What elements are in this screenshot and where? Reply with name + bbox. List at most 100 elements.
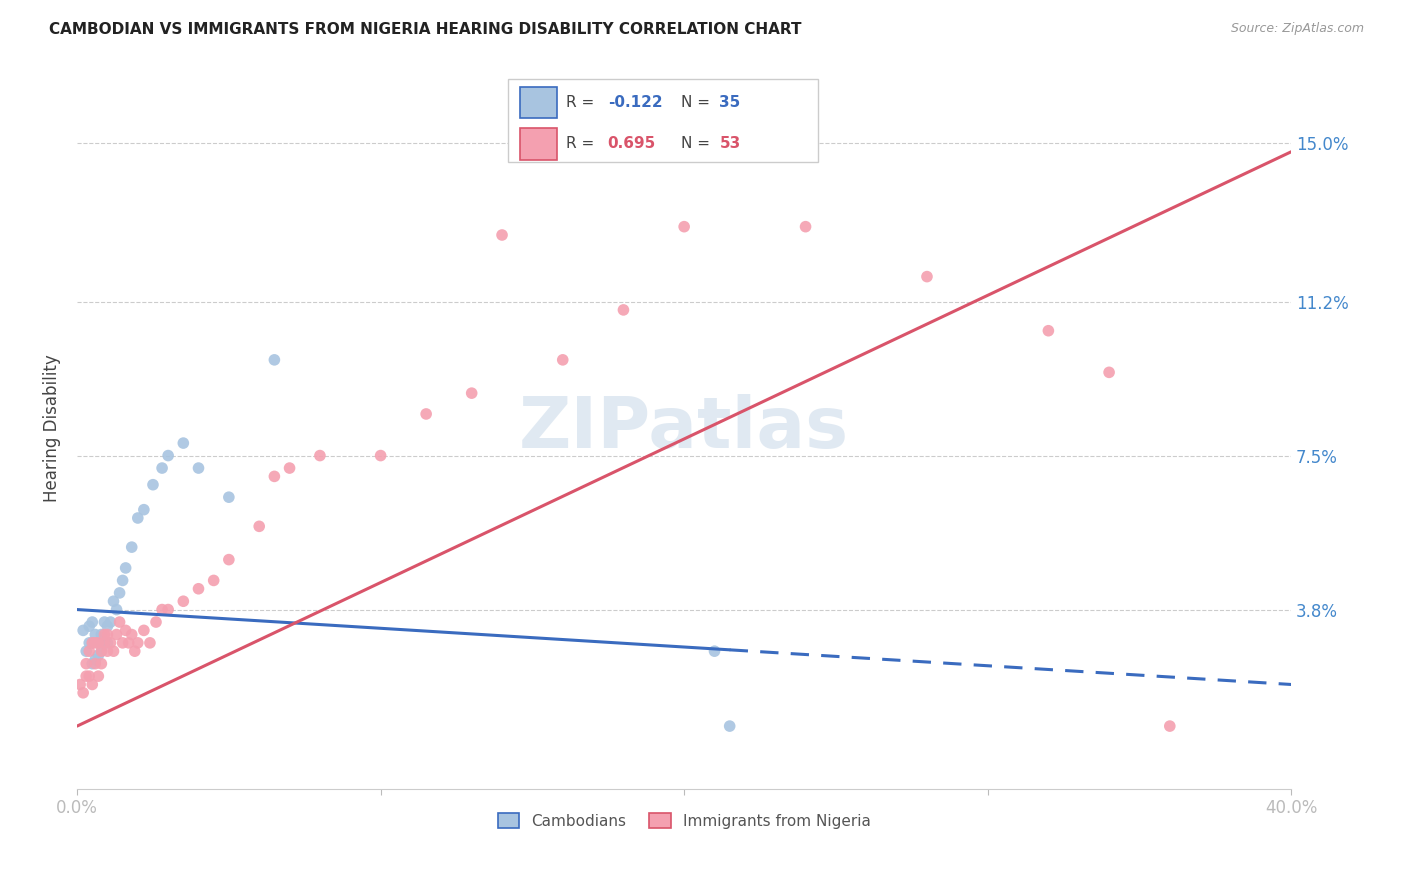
- Point: [90, 627, 112, 641]
- Point: [263, 352, 285, 367]
- Point: [96, 644, 118, 658]
- Point: [82, 636, 104, 650]
- Point: [172, 594, 194, 608]
- Text: Source: ZipAtlas.com: Source: ZipAtlas.com: [1230, 22, 1364, 36]
- Point: [1098, 365, 1121, 379]
- Point: [1038, 324, 1060, 338]
- Point: [150, 602, 173, 616]
- Point: [132, 502, 155, 516]
- Point: [69, 677, 91, 691]
- Point: [370, 449, 392, 463]
- Point: [75, 657, 97, 671]
- Point: [121, 540, 143, 554]
- Point: [415, 407, 437, 421]
- Point: [100, 615, 122, 629]
- Text: 53: 53: [720, 136, 741, 152]
- Point: [278, 461, 301, 475]
- Text: 35: 35: [720, 95, 741, 110]
- Point: [87, 648, 110, 663]
- Point: [93, 615, 115, 629]
- Point: [90, 644, 112, 658]
- Text: -0.122: -0.122: [607, 95, 662, 110]
- Point: [84, 627, 107, 641]
- Point: [82, 636, 104, 650]
- Point: [103, 594, 125, 608]
- Point: [460, 386, 482, 401]
- FancyBboxPatch shape: [520, 87, 557, 119]
- Point: [72, 624, 94, 638]
- Text: N =: N =: [681, 95, 714, 110]
- Point: [263, 469, 285, 483]
- Point: [124, 644, 146, 658]
- Point: [247, 519, 270, 533]
- Point: [142, 477, 165, 491]
- Point: [105, 627, 128, 641]
- Point: [72, 686, 94, 700]
- Point: [157, 449, 180, 463]
- Point: [118, 636, 141, 650]
- Point: [90, 644, 112, 658]
- Point: [84, 636, 107, 650]
- Text: CAMBODIAN VS IMMIGRANTS FROM NIGERIA HEARING DISABILITY CORRELATION CHART: CAMBODIAN VS IMMIGRANTS FROM NIGERIA HEA…: [49, 22, 801, 37]
- Point: [145, 615, 167, 629]
- Point: [309, 449, 332, 463]
- Point: [794, 219, 817, 234]
- Point: [718, 719, 741, 733]
- Point: [82, 615, 104, 629]
- Point: [551, 352, 574, 367]
- Point: [103, 644, 125, 658]
- Point: [93, 627, 115, 641]
- Point: [172, 436, 194, 450]
- Text: 0.695: 0.695: [607, 136, 657, 152]
- Point: [114, 624, 136, 638]
- Point: [127, 511, 149, 525]
- Point: [75, 644, 97, 658]
- Point: [82, 657, 104, 671]
- Point: [111, 636, 134, 650]
- Point: [612, 302, 634, 317]
- Point: [703, 644, 725, 658]
- Point: [96, 619, 118, 633]
- Point: [77, 636, 100, 650]
- Point: [121, 627, 143, 641]
- Point: [87, 669, 110, 683]
- FancyBboxPatch shape: [508, 79, 818, 162]
- Y-axis label: Hearing Disability: Hearing Disability: [44, 355, 60, 502]
- Point: [87, 636, 110, 650]
- Point: [1159, 719, 1181, 733]
- Point: [491, 227, 513, 242]
- Point: [96, 627, 118, 641]
- Point: [75, 669, 97, 683]
- Point: [108, 615, 131, 629]
- Point: [114, 561, 136, 575]
- Text: ZIPatlas: ZIPatlas: [519, 394, 849, 463]
- Point: [132, 624, 155, 638]
- Point: [105, 602, 128, 616]
- Point: [150, 461, 173, 475]
- Text: R =: R =: [567, 95, 599, 110]
- Point: [84, 657, 107, 671]
- Point: [187, 582, 209, 596]
- Point: [218, 552, 240, 566]
- Point: [157, 602, 180, 616]
- Point: [82, 677, 104, 691]
- Point: [77, 669, 100, 683]
- Point: [96, 636, 118, 650]
- Legend: Cambodians, Immigrants from Nigeria: Cambodians, Immigrants from Nigeria: [492, 806, 877, 835]
- Point: [87, 636, 110, 650]
- Point: [93, 636, 115, 650]
- Point: [111, 574, 134, 588]
- Text: N =: N =: [681, 136, 714, 152]
- Point: [127, 636, 149, 650]
- Point: [218, 490, 240, 504]
- Point: [915, 269, 938, 284]
- Text: R =: R =: [567, 136, 599, 152]
- Point: [84, 652, 107, 666]
- Point: [90, 657, 112, 671]
- Point: [673, 219, 696, 234]
- Point: [202, 574, 225, 588]
- Point: [77, 644, 100, 658]
- FancyBboxPatch shape: [520, 128, 557, 160]
- Point: [187, 461, 209, 475]
- Point: [93, 636, 115, 650]
